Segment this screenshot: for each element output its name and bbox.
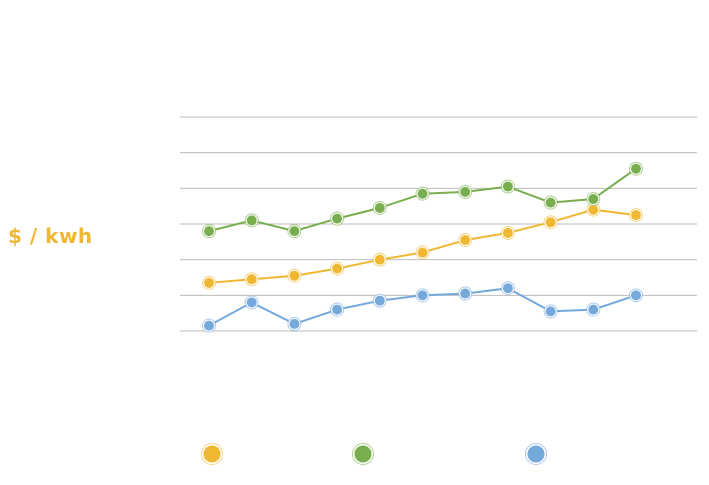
series-1-point: [332, 263, 343, 274]
series-2-point: [289, 226, 300, 237]
series-3-point: [545, 306, 556, 317]
series-2-point: [332, 213, 343, 224]
series-1: [202, 202, 643, 290]
legend-marker-3: [527, 445, 545, 463]
series-1-point: [588, 204, 599, 215]
series-3-point: [460, 288, 471, 299]
y-axis-label: $ / kwh: [8, 224, 93, 248]
series-2-point: [204, 226, 214, 237]
series-3-point: [417, 290, 428, 301]
series-2: [202, 161, 643, 239]
series-2-point: [246, 215, 257, 226]
legend-marker-1: [203, 445, 221, 463]
series-1-point: [289, 270, 300, 281]
series-3-point: [374, 295, 385, 306]
series-2-point: [588, 194, 599, 205]
series-1-point: [545, 217, 556, 228]
series-2-point: [374, 202, 385, 213]
series-2-point: [502, 181, 513, 192]
series-1-point: [460, 235, 471, 246]
series-2-point: [417, 188, 428, 199]
series-3-point: [332, 304, 343, 315]
series-1-point: [417, 247, 428, 258]
series-2-point: [631, 163, 641, 174]
series-3-point: [246, 297, 257, 308]
series-3-point: [502, 283, 513, 294]
series-1-point: [374, 254, 385, 265]
series-3: [202, 281, 643, 333]
series-1-point: [631, 210, 641, 221]
series-1-point: [204, 277, 214, 288]
series-3-point: [631, 290, 641, 301]
series-3-point: [289, 318, 300, 329]
series-1-point: [502, 227, 513, 238]
series-2-point: [545, 197, 556, 208]
legend-marker-2: [354, 445, 372, 463]
series-1-point: [246, 274, 257, 285]
series-3-point: [204, 320, 214, 331]
series-3-point: [588, 304, 599, 315]
series-2-point: [460, 186, 471, 197]
